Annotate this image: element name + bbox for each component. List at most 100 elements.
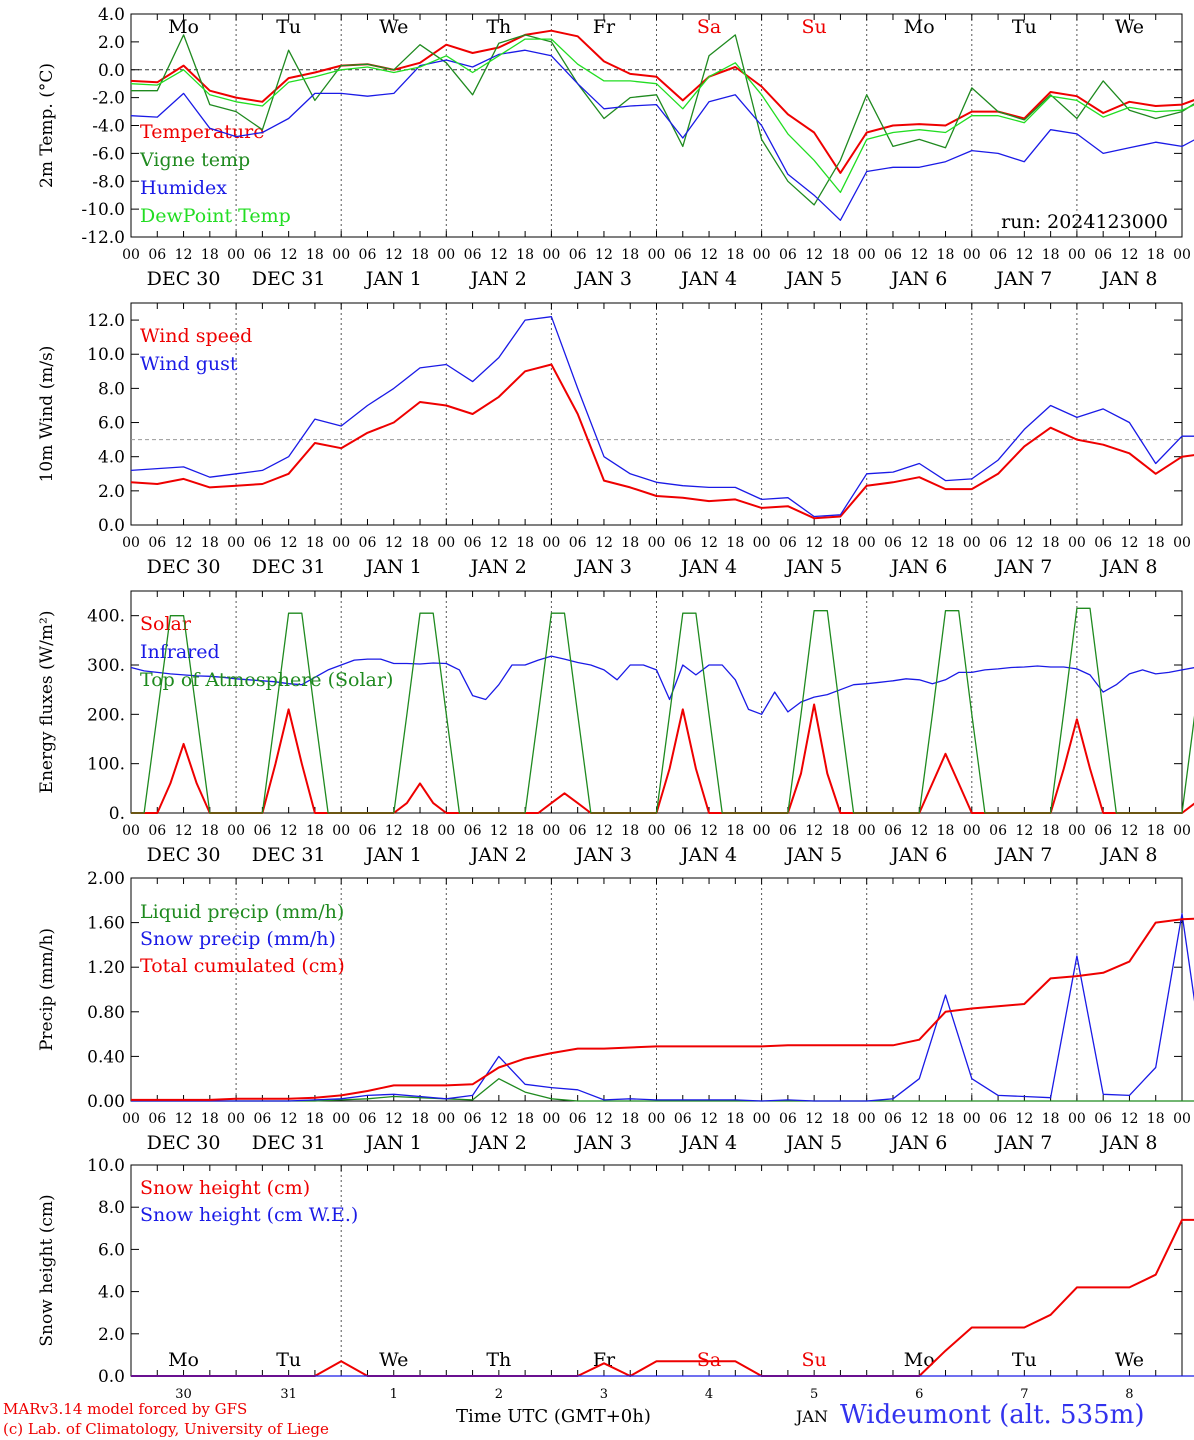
weekday-label: Tu <box>1012 1349 1037 1371</box>
x-hour-label: 06 <box>359 535 377 551</box>
x-hour-label: 12 <box>910 1111 928 1127</box>
x-hour-label: 06 <box>884 535 902 551</box>
weekday-label: We <box>379 16 408 38</box>
y-tick-label: 2.0 <box>98 1325 125 1345</box>
x-hour-label: 00 <box>437 247 455 263</box>
x-hour-label: 00 <box>542 1111 560 1127</box>
y-axis-title: Precip (mm/h) <box>37 928 57 1051</box>
x-hour-label: 12 <box>1015 1111 1033 1127</box>
x-hour-label: 12 <box>805 535 823 551</box>
legend-entry: Snow height (cm) <box>140 1177 310 1199</box>
x-hour-label: 18 <box>621 247 639 263</box>
y-axis-title: 10m Wind (m/s) <box>37 346 57 483</box>
date-label: JAN 1 <box>364 1132 422 1154</box>
y-tick-label: 2.0 <box>98 33 125 53</box>
x-hour-label: 06 <box>569 247 587 263</box>
legend-entry: Snow precip (mm/h) <box>140 928 336 950</box>
x-hour-label: 00 <box>1173 247 1191 263</box>
x-hour-label: 12 <box>1121 823 1139 839</box>
x-hour-label: 00 <box>542 823 560 839</box>
date-label: JAN 4 <box>679 844 737 866</box>
x-hour-label: 12 <box>1015 535 1033 551</box>
y-tick-label: 1.20 <box>87 958 125 978</box>
x-hour-label: 12 <box>700 823 718 839</box>
y-tick-label: 4.0 <box>98 448 125 468</box>
series-line-1 <box>130 29 1194 174</box>
weekday-label: We <box>379 1349 408 1371</box>
x-hour-label: 12 <box>595 535 613 551</box>
date-label: DEC 31 <box>252 556 326 578</box>
day-number-label: 7 <box>1020 1387 1028 1402</box>
x-hour-label: 12 <box>910 823 928 839</box>
x-hour-label: 00 <box>648 1111 666 1127</box>
x-hour-label: 18 <box>621 1111 639 1127</box>
x-hour-label: 18 <box>306 535 324 551</box>
date-label: JAN 2 <box>469 1132 527 1154</box>
x-hour-label: 18 <box>726 823 744 839</box>
date-label: JAN 7 <box>994 556 1052 578</box>
x-hour-label: 18 <box>1147 1111 1165 1127</box>
weekday-label: Mo <box>904 1349 935 1371</box>
x-hour-label: 06 <box>674 823 692 839</box>
y-tick-label: 2.0 <box>98 482 125 502</box>
x-hour-label: 12 <box>175 823 193 839</box>
x-hour-label: 06 <box>359 1111 377 1127</box>
panel-5: 10.0 8.0 6.0 4.0 2.0 0.0 Snow height (cm) Mo Tu W… <box>37 1156 1194 1402</box>
x-hour-label: 18 <box>411 247 429 263</box>
x-hour-label: 06 <box>779 535 797 551</box>
y-tick-label: 0.40 <box>87 1047 125 1067</box>
x-hour-label: 00 <box>1068 823 1086 839</box>
date-label: JAN 4 <box>679 1132 737 1154</box>
date-label: DEC 30 <box>147 268 221 290</box>
x-hour-label: 06 <box>569 1111 587 1127</box>
series-line-2 <box>131 913 1194 1102</box>
x-hour-label: 06 <box>253 823 271 839</box>
x-hour-label: 06 <box>674 1111 692 1127</box>
y-tick-label: 0.0 <box>98 61 125 81</box>
panel-2: 12.0 10.0 8.0 6.0 4.0 2.0 0.0 10m Wind (m/s) 00 0… <box>37 302 1194 578</box>
x-hour-label: 06 <box>884 1111 902 1127</box>
date-label: JAN 5 <box>784 268 842 290</box>
x-hour-label: 12 <box>805 247 823 263</box>
station-label: Wideumont (alt. 535m) <box>840 1400 1145 1430</box>
date-label: DEC 30 <box>147 844 221 866</box>
month-label: JAN <box>796 1407 828 1426</box>
x-hour-label: 18 <box>937 247 955 263</box>
panel-1: 4.0 2.0 0.0 -2.0 -4.0 -6.0 -8.0 -10.0 -12.0 2m Te… <box>37 5 1194 290</box>
y-tick-label: 2.00 <box>87 869 125 889</box>
y-tick-label: 6.0 <box>98 414 125 434</box>
x-hour-label: 12 <box>385 1111 403 1127</box>
date-label: JAN 7 <box>994 844 1052 866</box>
legend-entry: Wind gust <box>140 353 238 375</box>
x-hour-label: 00 <box>1173 823 1191 839</box>
x-hour-label: 00 <box>858 247 876 263</box>
x-hour-label: 12 <box>490 823 508 839</box>
x-hour-label: 00 <box>963 247 981 263</box>
x-hour-label: 18 <box>306 823 324 839</box>
x-hour-label: 18 <box>1042 535 1060 551</box>
weekday-label: Su <box>802 16 827 38</box>
x-hour-label: 00 <box>437 823 455 839</box>
date-label: JAN 7 <box>994 1132 1052 1154</box>
weekday-label: We <box>1115 1349 1144 1371</box>
weekday-label: Su <box>802 1349 827 1371</box>
y-tick-label: 8.0 <box>98 1198 125 1218</box>
x-hour-label: 18 <box>1042 247 1060 263</box>
x-hour-label: 12 <box>1015 247 1033 263</box>
date-label: JAN 6 <box>889 1132 947 1154</box>
x-hour-label: 06 <box>464 247 482 263</box>
run-annotation: run: 2024123000 <box>1001 211 1168 233</box>
series-line-3 <box>131 607 1194 814</box>
x-hour-label: 00 <box>332 247 350 263</box>
x-hour-label: 06 <box>569 823 587 839</box>
x-hour-label: 18 <box>832 247 850 263</box>
weekday-label: Mo <box>168 1349 199 1371</box>
x-hour-label: 12 <box>595 1111 613 1127</box>
x-hour-label: 06 <box>674 247 692 263</box>
x-hour-label: 06 <box>1094 535 1112 551</box>
y-tick-label: 8.0 <box>98 379 125 399</box>
x-hour-label: 00 <box>1173 535 1191 551</box>
y-tick-label: 300. <box>87 656 125 676</box>
y-axis-title: Snow height (cm) <box>37 1194 57 1346</box>
date-label: JAN 5 <box>784 1132 842 1154</box>
